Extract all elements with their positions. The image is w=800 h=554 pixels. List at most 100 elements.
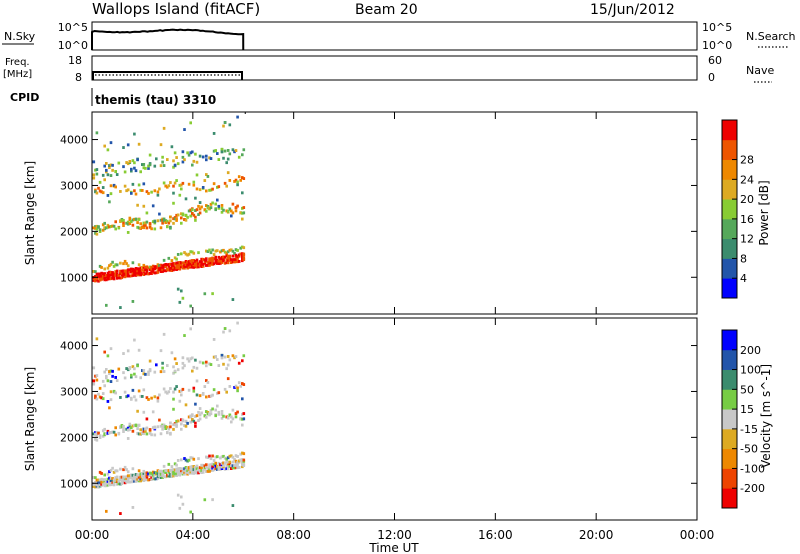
power-cell bbox=[226, 261, 230, 265]
velocity-cell bbox=[130, 373, 133, 377]
power-cell bbox=[141, 189, 144, 192]
power-cell bbox=[128, 216, 132, 220]
power-cell bbox=[169, 219, 172, 223]
velocity-cell bbox=[136, 479, 139, 483]
velocity-cell bbox=[184, 403, 188, 407]
power-cell bbox=[142, 273, 146, 276]
velocity-cell bbox=[94, 431, 97, 434]
velocity-cell bbox=[159, 476, 163, 479]
power-cell bbox=[191, 163, 194, 167]
velocity-cell bbox=[150, 478, 153, 481]
velocity-cell bbox=[139, 475, 142, 479]
power-cell bbox=[239, 252, 242, 256]
beam-label: Beam 20 bbox=[355, 2, 418, 18]
velocity-cell bbox=[161, 424, 164, 428]
velocity-cell bbox=[217, 412, 221, 416]
power-cell bbox=[205, 154, 208, 158]
power-cell bbox=[120, 271, 124, 275]
velocity-cell bbox=[153, 473, 157, 477]
velocity-cell bbox=[136, 475, 139, 479]
velocity-cell bbox=[155, 471, 158, 475]
velocity-cell bbox=[126, 368, 130, 372]
power-cell bbox=[180, 289, 183, 293]
freq-unit-label: [MHz] bbox=[3, 69, 32, 80]
velocity-cell bbox=[158, 393, 161, 397]
power-cell bbox=[201, 262, 205, 266]
power-cell bbox=[122, 219, 125, 222]
power-cell bbox=[172, 221, 175, 225]
power-cell bbox=[144, 272, 147, 276]
velocity-cell bbox=[141, 472, 144, 475]
power-cell bbox=[217, 259, 221, 263]
power-cell bbox=[136, 271, 139, 275]
velocity-cell bbox=[142, 372, 146, 376]
velocity-cell bbox=[226, 456, 230, 460]
velocity-cell bbox=[228, 413, 232, 417]
power-cell bbox=[234, 258, 238, 261]
velocity-cell bbox=[159, 349, 163, 353]
velocity-cell bbox=[95, 430, 99, 434]
power-cell bbox=[122, 224, 125, 227]
power-colorbar: 4 8 12 16 20 24 28 bbox=[721, 119, 754, 299]
power-cell bbox=[106, 271, 110, 275]
power-cell bbox=[184, 218, 188, 222]
velocity-cell bbox=[206, 456, 210, 459]
power-cell bbox=[220, 255, 224, 259]
velocity-cell bbox=[111, 369, 114, 373]
velocity-cell bbox=[209, 467, 213, 471]
power-cell bbox=[103, 278, 106, 282]
velocity-cell bbox=[222, 330, 225, 334]
power-cell bbox=[117, 273, 121, 277]
velocity-cell bbox=[209, 408, 213, 412]
power-cell bbox=[212, 257, 216, 261]
power-cell bbox=[166, 263, 169, 267]
colorbar-tick-label: 100 bbox=[740, 364, 761, 377]
colorbar-tick-label: -50 bbox=[740, 443, 758, 456]
power-cell bbox=[147, 266, 150, 270]
velocity-cell bbox=[120, 477, 124, 481]
power-cell bbox=[94, 226, 97, 230]
power-cell bbox=[130, 220, 133, 223]
velocity-cell bbox=[94, 432, 97, 436]
power-cell bbox=[100, 190, 103, 194]
velocity-cell bbox=[101, 478, 105, 482]
velocity-cell bbox=[181, 502, 185, 506]
power-cell bbox=[236, 255, 239, 258]
velocity-cell bbox=[145, 417, 149, 421]
velocity-cell bbox=[111, 430, 114, 434]
power-cell bbox=[134, 169, 138, 173]
velocity-cell bbox=[131, 473, 135, 477]
velocity-cell bbox=[231, 354, 235, 358]
velocity-cell bbox=[117, 367, 121, 371]
power-cell bbox=[197, 262, 200, 266]
power-cell bbox=[236, 183, 239, 187]
power-cell bbox=[147, 272, 150, 276]
velocity-cell bbox=[103, 473, 106, 477]
power-cell bbox=[191, 259, 194, 262]
velocity-cell bbox=[169, 421, 172, 425]
power-cell bbox=[208, 188, 211, 192]
power-cell bbox=[133, 132, 136, 136]
velocity-cell bbox=[150, 433, 153, 437]
power-cell bbox=[225, 254, 228, 258]
velocity-cell bbox=[164, 471, 167, 474]
velocity-cell bbox=[203, 414, 207, 418]
power-cell bbox=[139, 273, 142, 277]
power-cell bbox=[120, 269, 124, 273]
power-cell bbox=[183, 218, 186, 221]
velocity-cell bbox=[226, 363, 230, 367]
colorbar-tick-label: -100 bbox=[740, 462, 765, 475]
power-cell bbox=[205, 189, 208, 193]
time-xlabel: Time UT bbox=[368, 541, 419, 554]
velocity-cell bbox=[180, 471, 183, 475]
velocity-cell bbox=[134, 479, 138, 483]
velocity-cell bbox=[137, 432, 141, 436]
power-cell bbox=[220, 204, 224, 207]
velocity-cell bbox=[141, 478, 144, 482]
velocity-cell bbox=[147, 398, 150, 401]
power-cell bbox=[197, 204, 200, 208]
power-cell bbox=[180, 221, 183, 225]
power-cell bbox=[109, 273, 113, 277]
velocity-cell bbox=[170, 470, 174, 474]
power-cell bbox=[119, 261, 122, 265]
